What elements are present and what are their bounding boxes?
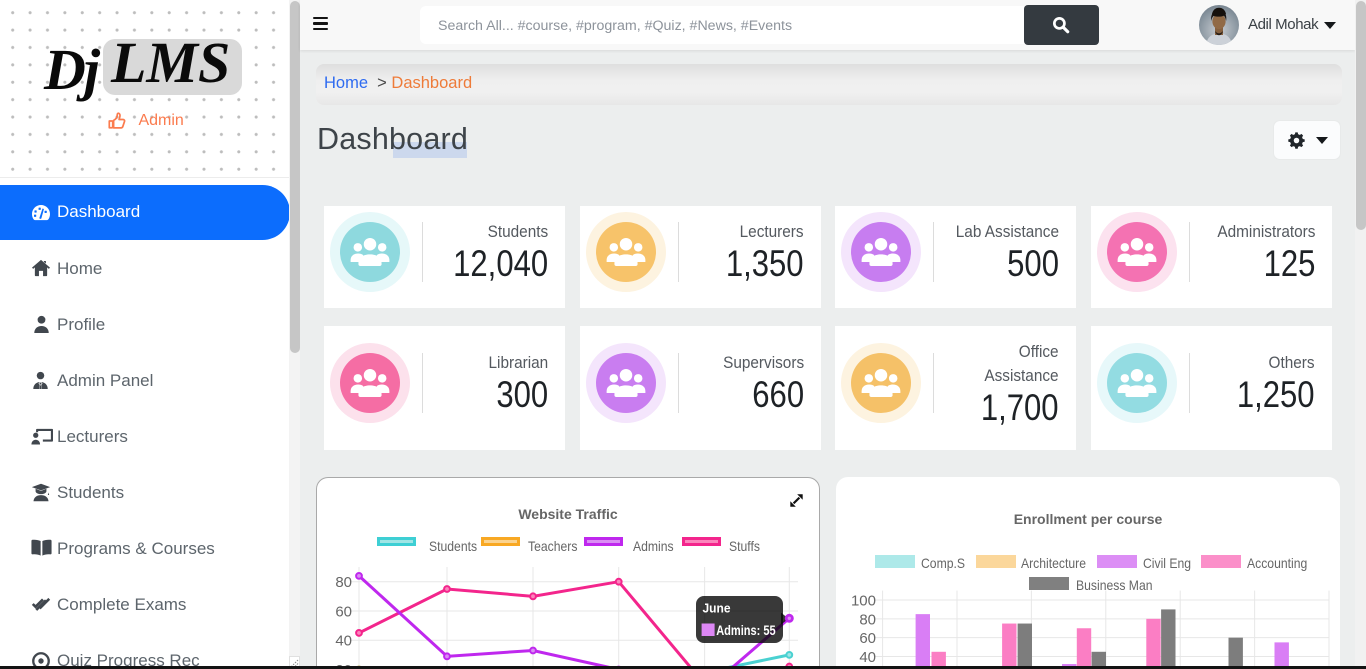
svg-text:80: 80: [335, 574, 352, 591]
svg-text:60: 60: [859, 630, 876, 647]
svg-text:100: 100: [851, 592, 876, 609]
svg-text:40: 40: [335, 633, 352, 650]
svg-text:80: 80: [859, 611, 876, 628]
svg-text:Admins: 55: Admins: 55: [716, 623, 776, 638]
svg-text:June: June: [703, 601, 731, 616]
svg-text:60: 60: [335, 603, 352, 620]
svg-text:40: 40: [859, 649, 876, 666]
